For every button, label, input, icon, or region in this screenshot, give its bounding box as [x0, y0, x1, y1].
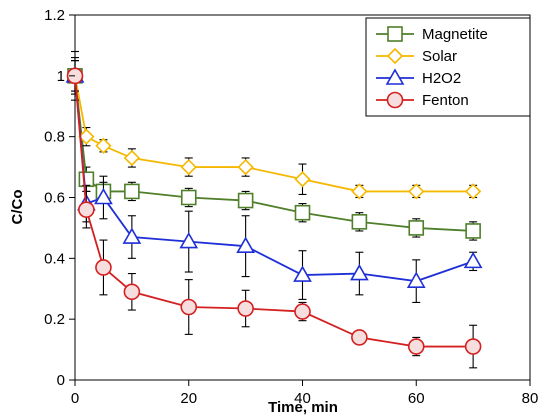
x-tick-label: 80 [522, 390, 539, 407]
y-axis-ticks: 0 0.2 0.4 0.6 0.8 1 1.2 [44, 7, 75, 389]
legend-item-magnetite: Magnetite [376, 26, 488, 43]
y-tick-label: 0.6 [44, 190, 65, 207]
legend-label: Fenton [422, 92, 469, 109]
data-point [123, 283, 141, 301]
data-point [407, 338, 425, 355]
y-tick-label: 0.4 [44, 250, 65, 267]
y-tick-label: 0.2 [44, 311, 65, 328]
data-point [294, 171, 311, 188]
data-point [78, 201, 95, 218]
data-point [406, 271, 426, 288]
legend-item-fenton: Fenton [376, 91, 469, 109]
data-point [237, 192, 254, 209]
y-tick-label: 0 [57, 372, 65, 389]
data-point [237, 300, 254, 317]
data-point [236, 236, 256, 253]
x-axis-title: Time, min [268, 399, 338, 416]
legend-item-h2o2: H2O2 [376, 68, 461, 87]
x-tick-label: 20 [180, 390, 197, 407]
series-line [74, 75, 474, 193]
legend-item-solar: Solar [376, 47, 457, 65]
data-point [123, 149, 141, 167]
data-point [95, 137, 112, 154]
legend-label: Solar [422, 48, 457, 65]
data-point [180, 189, 197, 206]
legend: Magnetite Solar H2O2 Fenton [365, 17, 531, 117]
data-point [179, 231, 199, 249]
series-line [74, 75, 474, 232]
series-line [74, 75, 474, 283]
x-axis-ticks: 0 20 40 60 80 [71, 380, 539, 407]
data-point [464, 338, 482, 355]
data-point [351, 329, 368, 346]
x-tick-label: 0 [71, 390, 79, 407]
x-tick-label: 60 [408, 390, 425, 407]
y-tick-label: 1.2 [44, 7, 65, 24]
data-point [349, 263, 369, 281]
data-point [408, 183, 425, 200]
data-point [78, 128, 95, 145]
data-point [293, 265, 312, 282]
data-point [463, 251, 483, 269]
x-tick-label: 40 [294, 390, 311, 407]
data-point [95, 259, 112, 276]
data-point [94, 187, 113, 205]
data-point [294, 204, 311, 221]
data-point [180, 158, 197, 176]
series-fenton [66, 60, 482, 369]
legend-marker [387, 26, 403, 42]
data-point [408, 220, 425, 236]
legend-marker [386, 47, 404, 65]
plot-area [65, 14, 531, 381]
data-point [180, 298, 198, 316]
data-point [464, 183, 482, 200]
series-magnetite [67, 57, 481, 241]
series-line [74, 75, 474, 348]
legend-marker [385, 68, 405, 85]
data-point [351, 183, 368, 200]
data-point [78, 171, 95, 188]
data-point [465, 223, 481, 239]
data-point [124, 183, 140, 200]
y-tick-label: 0.8 [44, 129, 65, 146]
y-axis-title: C/Co [9, 190, 26, 225]
legend-marker [386, 91, 404, 109]
y-tick-label: 1 [57, 68, 65, 85]
data-point [294, 303, 311, 320]
data-point [122, 227, 142, 244]
data-point [351, 214, 368, 230]
legend-label: H2O2 [422, 70, 461, 87]
data-point [237, 158, 254, 176]
legend-label: Magnetite [422, 26, 488, 43]
